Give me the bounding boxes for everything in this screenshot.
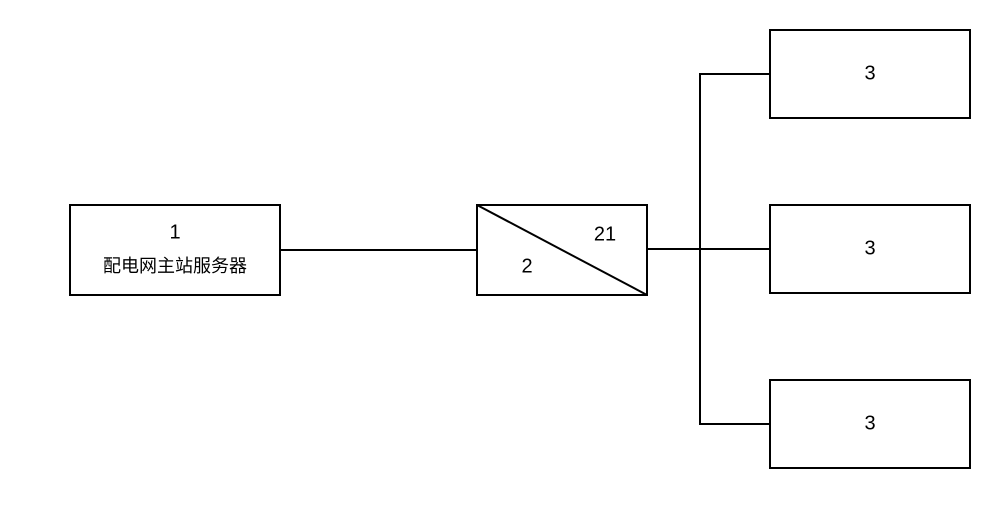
node-right-1: 3 xyxy=(770,30,970,118)
edge-2 xyxy=(700,74,770,249)
node-middle: 21 2 xyxy=(477,205,647,295)
node-right-2-label-0: 3 xyxy=(864,237,875,259)
diagram-canvas: 1 配电网主站服务器 21 2 3 3 3 xyxy=(0,0,1000,508)
node-right-3: 3 xyxy=(770,380,970,468)
node-middle-label-0: 21 xyxy=(594,223,616,245)
edge-3 xyxy=(700,249,770,424)
node-right-1-label-0: 3 xyxy=(864,62,875,84)
node-middle-label-1: 2 xyxy=(521,255,532,277)
node-server-label-1: 配电网主站服务器 xyxy=(103,256,247,276)
node-right-3-label-0: 3 xyxy=(864,412,875,434)
node-right-2: 3 xyxy=(770,205,970,293)
node-server: 1 配电网主站服务器 xyxy=(70,205,280,295)
node-server-box xyxy=(70,205,280,295)
node-server-label-0: 1 xyxy=(169,221,180,243)
